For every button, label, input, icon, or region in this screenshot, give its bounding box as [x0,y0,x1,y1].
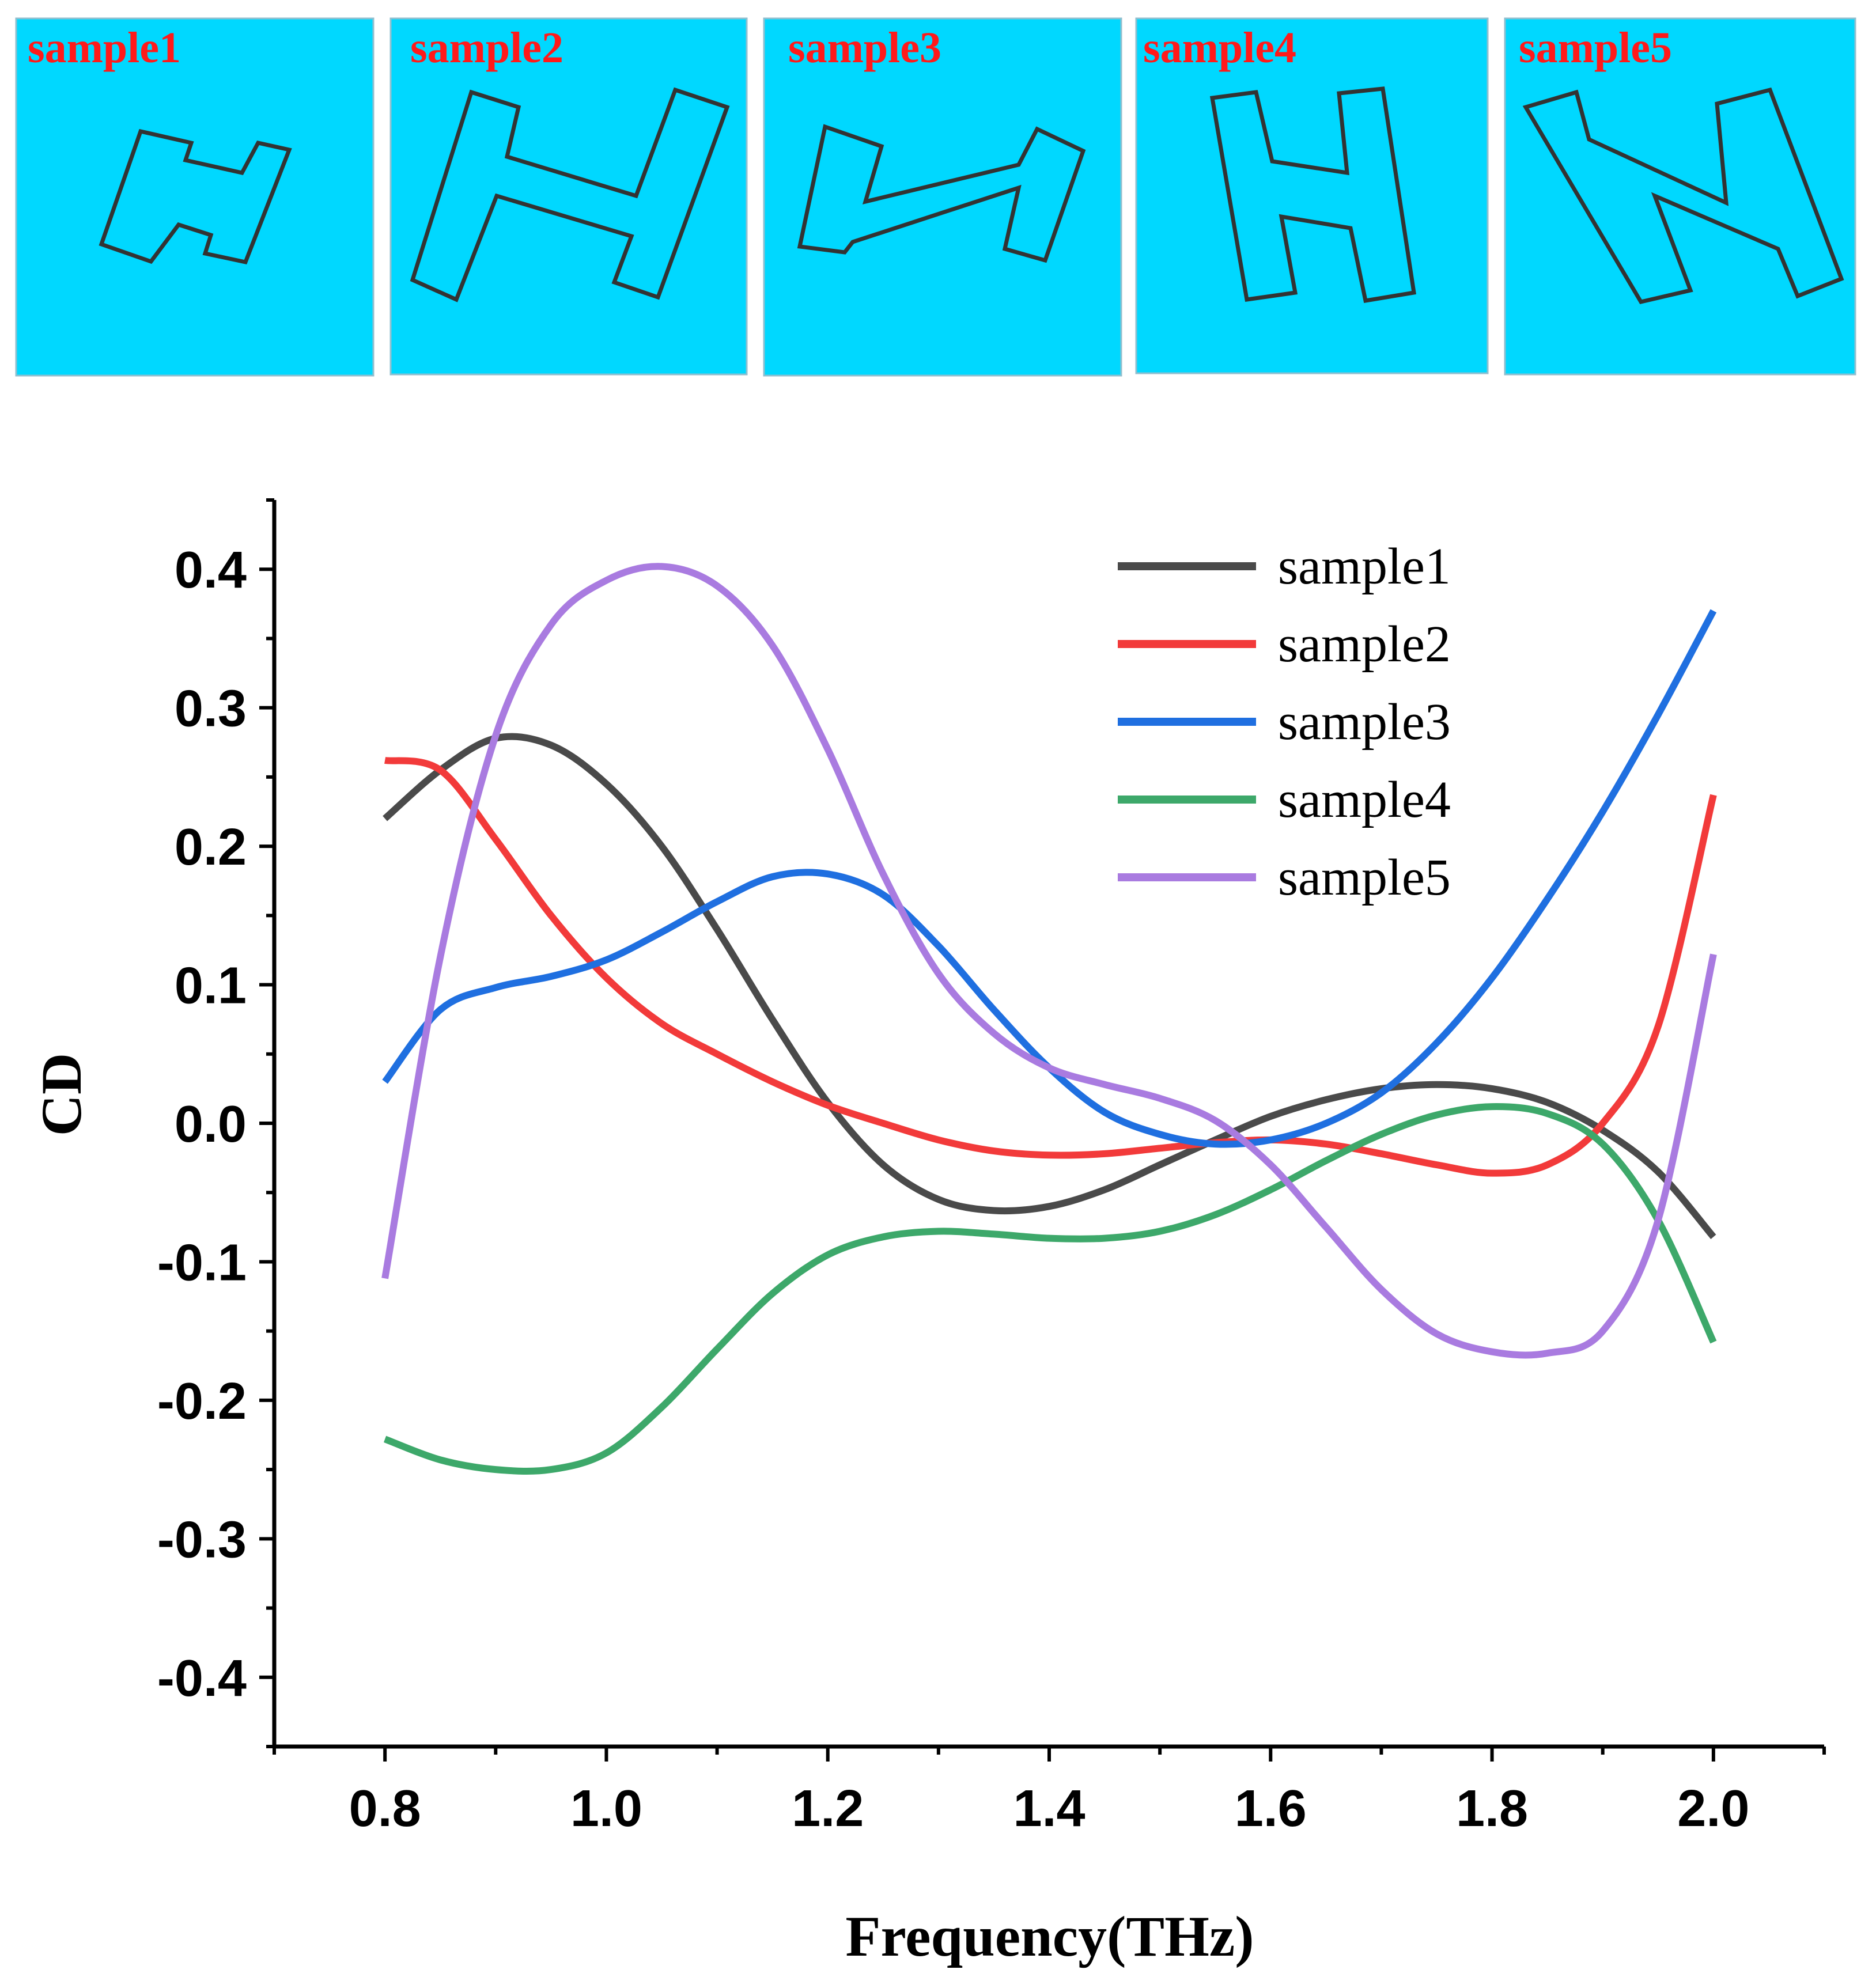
resonator-shape [99,128,292,265]
resonator-shape [410,87,730,302]
legend-label-sample4: sample4 [1278,771,1451,828]
x-tick-labels: 0.8 1.0 1.2 1.4 1.6 1.8 2.0 [349,1780,1750,1838]
series-lines [381,563,1717,1475]
legend-label-sample2: sample2 [1278,616,1451,673]
ticks [259,498,1826,1762]
x-tick-label: 0.8 [349,1780,421,1838]
panel-sample5: sample5 [1504,17,1856,376]
y-tick-label: -0.1 [157,1234,247,1291]
legend-label-sample3: sample3 [1278,694,1451,751]
series-line-sample5 [381,563,1717,1359]
y-axis-title: CD [29,1053,93,1136]
panel-sample1: sample1 [15,17,375,377]
panel-sample3: sample3 [763,17,1122,377]
panel-label: sample5 [1519,24,1672,72]
sample-panels: sample1 sample2 sample3 sample4 sample5 [15,17,1856,377]
panel-background [389,17,748,376]
panel-sample2: sample2 [389,17,748,376]
panel-background [763,17,1122,377]
series-line-sample4 [383,1103,1717,1475]
x-tick-label: 1.6 [1235,1780,1307,1838]
series-line-sample3 [382,609,1717,1148]
y-tick-label: -0.4 [157,1650,247,1707]
cd-chart: 0.8 1.0 1.2 1.4 1.6 1.8 2.0 0.4 0.3 0.2 0.1 0.0 -0.… [29,498,1826,1968]
y-tick-label: 0.4 [175,541,247,599]
legend-label-sample1: sample1 [1278,538,1451,595]
y-tick-labels: 0.4 0.3 0.2 0.1 0.0 -0.1 -0.2 -0.3 -0.4 [157,541,247,1707]
y-tick-label: 0.3 [175,680,247,738]
x-tick-label: 1.8 [1456,1780,1528,1838]
y-tick-label: 0.0 [175,1096,247,1153]
x-tick-label: 1.4 [1013,1780,1085,1838]
panel-background [1504,17,1856,376]
panel-label: sample4 [1143,24,1296,72]
panel-label: sample1 [28,24,181,72]
legend-label-sample5: sample5 [1278,849,1451,906]
y-tick-label: -0.2 [157,1373,247,1430]
panel-label: sample3 [788,24,941,72]
y-tick-label: 0.1 [175,957,247,1015]
y-tick-label: 0.2 [175,819,247,876]
x-axis-title: Frequency(THz) [845,1904,1254,1968]
resonator-shape [797,124,1086,263]
panel-background [15,17,375,377]
y-tick-label: -0.3 [157,1511,247,1569]
series-line-sample1 [383,733,1716,1240]
resonator-shape [1522,87,1844,304]
resonator-shape [1209,86,1416,304]
x-tick-label: 2.0 [1677,1780,1749,1838]
x-tick-label: 1.0 [570,1780,642,1838]
legend: sample1 sample2 sample3 sample4 sample5 [1118,538,1451,906]
panel-sample4: sample4 [1135,17,1489,374]
panel-background [1135,17,1489,374]
panel-label: sample2 [410,24,563,72]
x-tick-label: 1.2 [792,1780,864,1838]
